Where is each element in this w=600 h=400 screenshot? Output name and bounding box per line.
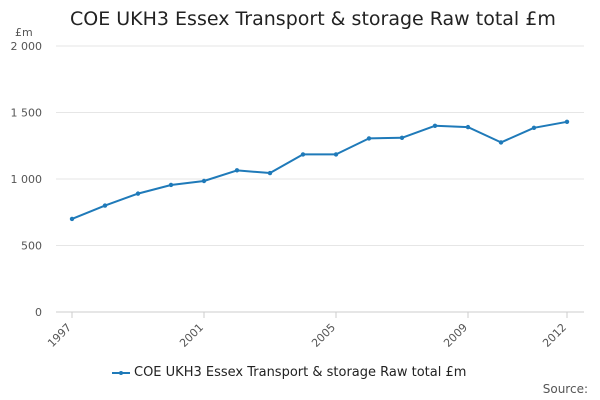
y-axis-unit-label: £m — [15, 26, 33, 39]
data-point — [69, 216, 75, 222]
data-point — [234, 168, 240, 173]
y-axis: 0 500 1 000 1 500 2 000 — [11, 40, 43, 319]
data-point — [498, 140, 504, 145]
y-tick-label: 0 — [35, 306, 42, 319]
data-point — [267, 170, 273, 176]
x-tick-label: 2009 — [441, 321, 470, 350]
legend-label: COE UKH3 Essex Transport & storage Raw t… — [134, 365, 467, 380]
data-point — [432, 123, 438, 128]
data-point — [201, 178, 207, 184]
data-point — [168, 182, 174, 188]
data-point — [366, 136, 372, 141]
series-line — [71, 120, 568, 220]
data-point — [465, 124, 471, 130]
data-point — [399, 135, 405, 140]
x-tick-label: 2001 — [177, 321, 206, 350]
data-point — [564, 119, 570, 125]
source-label: Source: — [542, 382, 588, 396]
y-tick-label: 1 500 — [11, 107, 43, 120]
x-tick-label: 2012 — [540, 321, 569, 350]
y-tick-label: 2 000 — [11, 40, 43, 53]
data-point — [333, 152, 339, 157]
data-point — [531, 125, 537, 130]
y-tick-label: 500 — [21, 240, 42, 253]
series-layer — [69, 119, 570, 222]
x-axis: 1997 2001 2005 2009 2012 — [45, 312, 569, 350]
data-point — [102, 203, 108, 208]
legend-line-marker-icon — [112, 368, 130, 378]
y-tick-label: 1 000 — [11, 173, 43, 186]
x-tick-label: 2005 — [309, 321, 338, 350]
legend: COE UKH3 Essex Transport & storage Raw t… — [112, 365, 466, 380]
data-point — [300, 152, 306, 157]
x-tick-label: 1997 — [45, 321, 74, 350]
chart-title: COE UKH3 Essex Transport & storage Raw t… — [70, 8, 556, 30]
gridlines — [56, 45, 584, 313]
data-point — [135, 191, 141, 196]
